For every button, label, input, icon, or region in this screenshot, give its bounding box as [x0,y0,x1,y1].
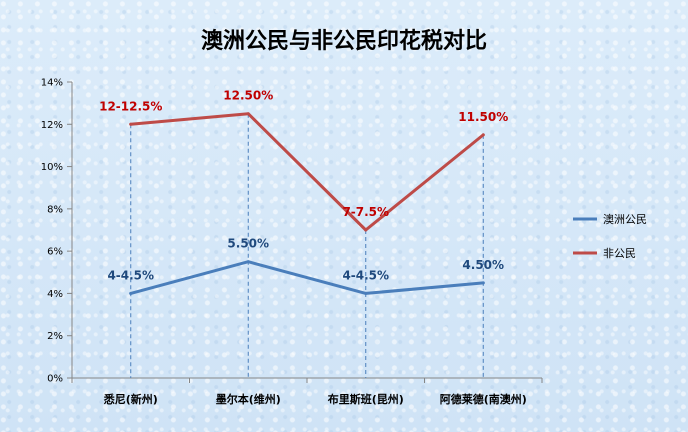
data-label: 12.50% [223,89,273,103]
y-tick-label: 10% [41,162,63,173]
y-tick-label: 0% [47,374,63,385]
y-tick-label: 6% [47,247,63,258]
data-point [364,291,368,295]
series-line-noncitizen [129,112,485,232]
x-tick-label: 阿德莱德(南澳州) [440,392,527,406]
legend-label: 澳洲公民 [603,213,647,226]
x-tick-label: 墨尔本(维州) [216,392,281,406]
data-label: 7-7.5% [342,205,389,219]
data-label: 4-4.5% [107,268,154,282]
y-tick-label: 12% [41,120,63,131]
y-tick-label: 4% [47,289,63,300]
data-label: 11.50% [458,110,508,124]
data-point [246,112,250,116]
y-tick-label: 8% [47,204,63,215]
data-point [129,122,133,126]
data-labels: 4-4.5% 5.50% 4-4.5% 4.50% 12-12.5% 12.50% 7-7.… [99,89,508,283]
y-tick-label: 14% [41,78,63,89]
x-tick-label: 布里斯班(昆州) [328,392,404,406]
data-label: 4-4.5% [342,268,389,282]
legend-label: 非公民 [603,247,636,260]
data-point [364,228,368,232]
data-label: 4.50% [462,258,504,272]
chart-title: 澳洲公民与非公民印花税对比 [201,28,487,54]
data-label: 5.50% [227,237,269,251]
data-point [481,133,485,137]
data-point [246,260,250,264]
x-tick-label: 悉尼(新州) [103,392,158,406]
series-line-citizen [129,260,485,295]
series-group [129,112,485,295]
drop-lines [130,113,484,378]
data-label: 12-12.5% [99,99,162,113]
y-tick-label: 2% [47,331,63,342]
data-point [481,281,485,285]
data-point [129,291,133,295]
axes: 0% 2% 4% 6% 8% 10% 12% 14% 悉尼(新州) 墨尔本(维州) 布里斯班(昆州)… [41,78,543,406]
